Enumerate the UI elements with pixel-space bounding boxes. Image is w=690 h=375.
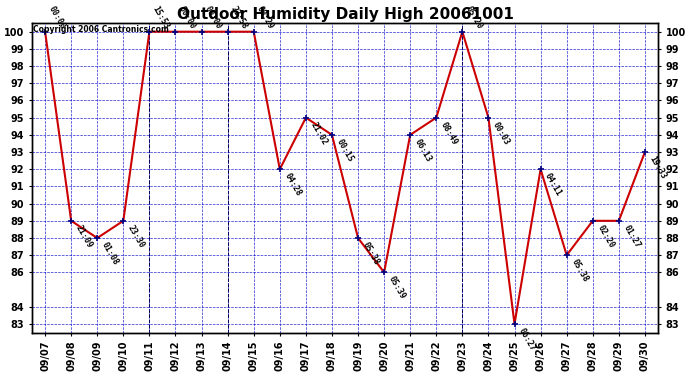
- Text: 21:02: 21:02: [308, 120, 328, 146]
- Text: 00:03: 00:03: [491, 120, 511, 146]
- Text: 01:08: 01:08: [100, 241, 120, 267]
- Text: 05:38: 05:38: [361, 241, 381, 267]
- Text: Copyright 2006 Cantronics.com: Copyright 2006 Cantronics.com: [33, 25, 169, 34]
- Text: 05:39: 05:39: [386, 275, 407, 301]
- Text: 04:11: 04:11: [543, 172, 564, 198]
- Text: 05:20: 05:20: [464, 4, 484, 31]
- Text: 08:49: 08:49: [439, 120, 459, 146]
- Text: 02:20: 02:20: [595, 224, 615, 249]
- Text: 23:58: 23:58: [229, 4, 249, 31]
- Text: 00:00: 00:00: [46, 4, 67, 31]
- Text: 00:15: 00:15: [335, 137, 355, 164]
- Text: 19:33: 19:33: [647, 154, 668, 181]
- Text: 15:53: 15:53: [150, 4, 171, 31]
- Text: 00:29: 00:29: [255, 4, 275, 31]
- Text: 01:27: 01:27: [622, 224, 642, 249]
- Text: 06:13: 06:13: [413, 137, 433, 164]
- Text: 00:00: 00:00: [203, 4, 223, 31]
- Text: 04:28: 04:28: [282, 172, 303, 198]
- Text: 05:38: 05:38: [569, 258, 589, 284]
- Text: 23:30: 23:30: [126, 224, 146, 249]
- Text: 21:09: 21:09: [74, 224, 94, 249]
- Text: 06:27: 06:27: [517, 327, 538, 353]
- Text: 00:00: 00:00: [177, 4, 197, 31]
- Title: Outdoor Humidity Daily High 20061001: Outdoor Humidity Daily High 20061001: [177, 7, 513, 22]
